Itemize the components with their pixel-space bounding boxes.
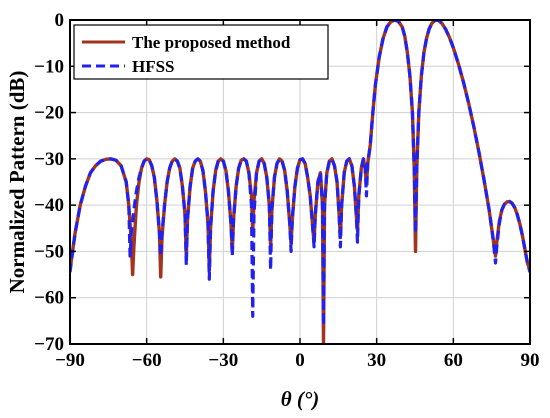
y-axis-label: Normalized Pattern (dB) (5, 71, 29, 294)
y-tick-label: −70 (34, 334, 64, 355)
legend: The proposed method HFSS (73, 24, 329, 80)
y-tick-label: −30 (34, 149, 64, 170)
y-tick-label: −60 (34, 288, 64, 309)
legend-box (73, 24, 329, 80)
x-tick-label: −60 (132, 350, 162, 371)
y-tick-label: −40 (34, 195, 64, 216)
x-tick-label: −30 (208, 350, 238, 371)
legend-label-proposed: The proposed method (132, 33, 291, 52)
x-axis-label: θ (°) (281, 387, 320, 411)
x-tick-label: −90 (55, 350, 85, 371)
y-tick-label: −10 (34, 56, 64, 77)
y-tick-label: −20 (34, 103, 64, 124)
x-tick-label: 0 (295, 350, 305, 371)
x-tick-label: 90 (521, 350, 540, 371)
x-tick-label: 60 (444, 350, 463, 371)
x-tick-label: 30 (367, 350, 386, 371)
y-tick-label: −50 (34, 241, 64, 262)
legend-label-hfss: HFSS (132, 57, 175, 76)
y-tick-labels: 0 −10 −20 −30 −40 −50 −60 −70 (34, 10, 64, 355)
x-tick-labels: −90 −60 −30 0 30 60 90 (55, 350, 539, 371)
y-tick-label: 0 (55, 10, 65, 31)
